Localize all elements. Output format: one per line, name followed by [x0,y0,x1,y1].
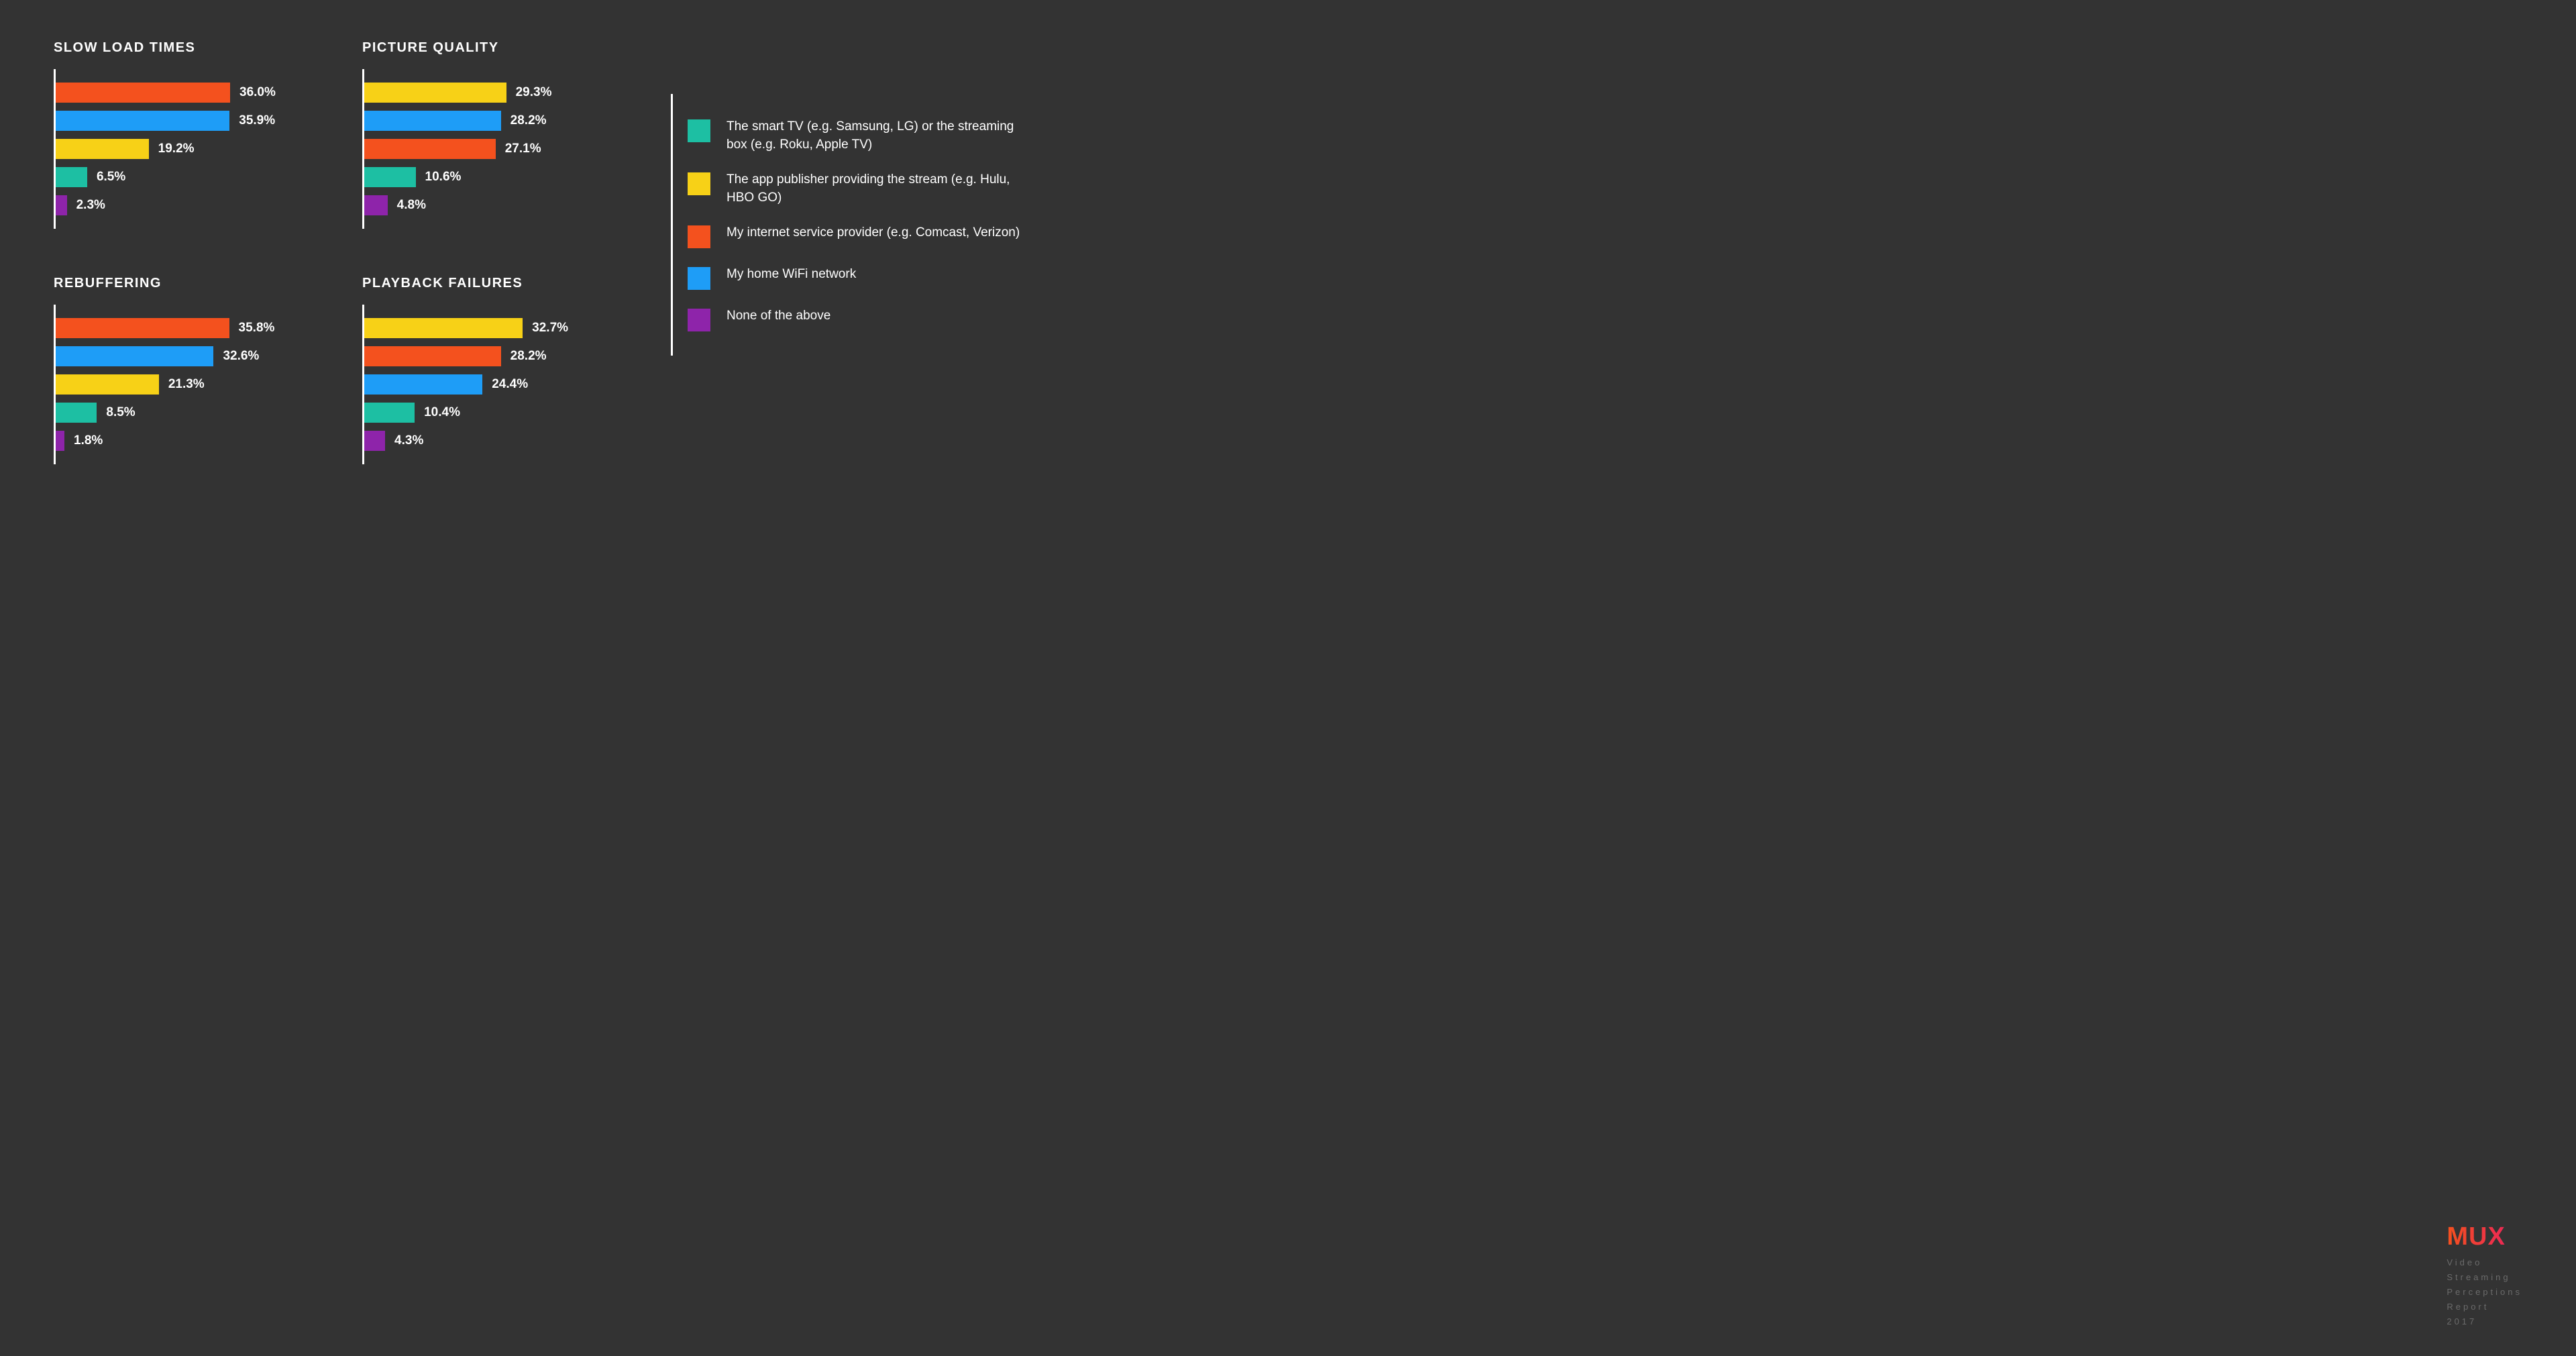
footer-attribution: MUX VideoStreamingPerceptionsReport2017 [2447,1222,2522,1329]
bar-orange [56,83,230,103]
bar-value-label: 21.3% [168,377,205,392]
bar-row: 10.6% [364,167,631,187]
bar-row: 1.8% [56,431,322,451]
legend-body: The smart TV (e.g. Samsung, LG) or the s… [671,94,1022,356]
bar-row: 35.9% [56,111,322,131]
legend-item-purple: None of the above [688,307,1022,331]
chart-rebuffering: REBUFFERING 35.8% 32.6% 21.3% 8.5%1.8% [54,276,322,464]
chart-body: 36.0% 35.9% 19.2% 6.5% 2.3% [54,69,322,229]
bar-value-label: 27.1% [505,142,541,156]
legend-item-blue: My home WiFi network [688,266,1022,290]
bar-purple [56,431,64,451]
footer-line: 2017 [2447,1314,2522,1329]
chart-slow-load-times: SLOW LOAD TIMES 36.0% 35.9% 19.2% 6.5% 2.3% [54,40,322,229]
footer-line: Video [2447,1255,2522,1270]
bar-row: 27.1% [364,139,631,159]
bar-value-label: 32.6% [223,349,259,364]
legend-item-yellow: The app publisher providing the stream (… [688,171,1022,207]
infographic-container: SLOW LOAD TIMES 36.0% 35.9% 19.2% 6.5% 2.3% PI… [54,40,2522,464]
footer-line: Report [2447,1300,2522,1314]
chart-title: SLOW LOAD TIMES [54,40,322,56]
bar-purple [56,195,67,215]
bar-yellow [364,83,506,103]
bar-yellow [56,374,159,395]
chart-picture-quality: PICTURE QUALITY 29.3% 28.2% 27.1% 10.6% 4.8% [362,40,631,229]
legend-swatch-teal [688,119,710,142]
chart-playback-failures: PLAYBACK FAILURES 32.7% 28.2% 24.4% 10.4%4.3… [362,276,631,464]
bar-value-label: 32.7% [532,321,568,335]
bar-value-label: 2.3% [76,198,105,213]
bar-value-label: 1.8% [74,433,103,448]
bar-value-label: 4.8% [397,198,426,213]
bar-value-label: 35.9% [239,113,275,128]
bar-value-label: 10.4% [424,405,460,420]
bar-value-label: 8.5% [106,405,135,420]
legend-item-teal: The smart TV (e.g. Samsung, LG) or the s… [688,118,1022,154]
legend-label: My internet service provider (e.g. Comca… [727,224,1020,242]
bar-blue [56,111,229,131]
bar-value-label: 29.3% [516,85,552,100]
bar-row: 19.2% [56,139,322,159]
bar-row: 8.5% [56,403,322,423]
bar-row: 28.2% [364,346,631,366]
chart-body: 32.7% 28.2% 24.4% 10.4%4.3% [362,305,631,464]
bar-teal [56,403,97,423]
bar-value-label: 28.2% [511,349,547,364]
bar-row: 28.2% [364,111,631,131]
bar-value-label: 35.8% [239,321,275,335]
bar-row: 4.8% [364,195,631,215]
bar-teal [364,403,415,423]
bar-row: 32.7% [364,318,631,338]
bar-value-label: 10.6% [425,170,462,185]
bar-blue [56,346,213,366]
bar-purple [364,431,385,451]
chart-body: 29.3% 28.2% 27.1% 10.6% 4.8% [362,69,631,229]
bar-value-label: 6.5% [97,170,125,185]
legend-swatch-orange [688,225,710,248]
chart-title: PICTURE QUALITY [362,40,631,56]
bar-blue [364,374,482,395]
bar-yellow [364,318,523,338]
bar-row: 36.0% [56,83,322,103]
footer-report-text: VideoStreamingPerceptionsReport2017 [2447,1255,2522,1329]
bar-row: 6.5% [56,167,322,187]
legend-swatch-purple [688,309,710,331]
footer-line: Streaming [2447,1270,2522,1285]
bar-value-label: 28.2% [511,113,547,128]
bar-value-label: 19.2% [158,142,195,156]
legend-label: None of the above [727,307,830,325]
bar-value-label: 4.3% [394,433,423,448]
bar-row: 10.4% [364,403,631,423]
bar-value-label: 36.0% [239,85,276,100]
legend-swatch-blue [688,267,710,290]
legend-item-orange: My internet service provider (e.g. Comca… [688,224,1022,248]
bar-orange [364,139,496,159]
bar-orange [364,346,501,366]
charts-grid: SLOW LOAD TIMES 36.0% 35.9% 19.2% 6.5% 2.3% PI… [54,40,631,464]
bar-value-label: 24.4% [492,377,528,392]
bar-row: 24.4% [364,374,631,395]
bar-purple [364,195,388,215]
bar-teal [364,167,416,187]
bar-row: 21.3% [56,374,322,395]
bar-yellow [56,139,149,159]
bar-row: 35.8% [56,318,322,338]
bar-row: 32.6% [56,346,322,366]
bar-blue [364,111,501,131]
bar-teal [56,167,87,187]
legend-label: My home WiFi network [727,266,856,284]
bar-orange [56,318,229,338]
chart-title: PLAYBACK FAILURES [362,276,631,291]
legend-swatch-yellow [688,172,710,195]
legend-label: The app publisher providing the stream (… [727,171,1022,207]
footer-line: Perceptions [2447,1285,2522,1300]
bar-row: 2.3% [56,195,322,215]
chart-title: REBUFFERING [54,276,322,291]
bar-row: 4.3% [364,431,631,451]
legend-label: The smart TV (e.g. Samsung, LG) or the s… [727,118,1022,154]
legend-column: The smart TV (e.g. Samsung, LG) or the s… [671,40,1022,464]
mux-logo: MUX [2447,1222,2522,1251]
bar-row: 29.3% [364,83,631,103]
chart-body: 35.8% 32.6% 21.3% 8.5%1.8% [54,305,322,464]
